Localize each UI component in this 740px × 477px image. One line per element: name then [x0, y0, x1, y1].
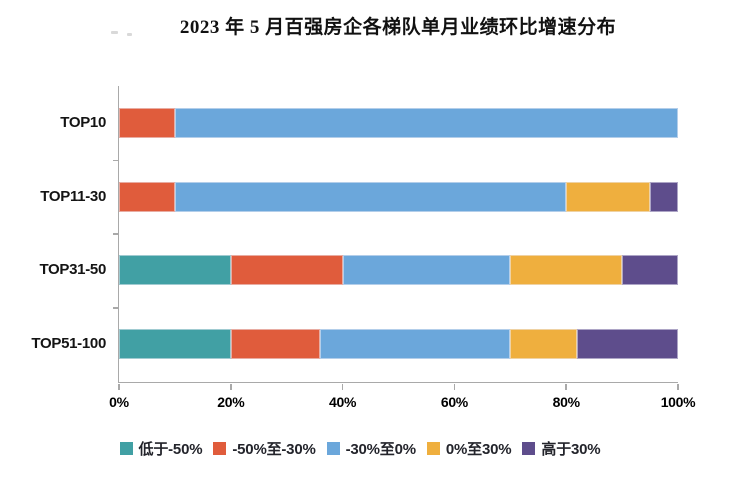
bar-segment: [230, 329, 321, 359]
bar-segment: [650, 181, 678, 212]
legend-swatch-icon: [119, 442, 133, 455]
x-axis-tick-label: 20%: [217, 394, 245, 410]
legend: 低于-50% -50%至-30% -30%至0% 0%至30% 高于30%: [0, 438, 720, 459]
legend-item: 0%至30%: [426, 438, 512, 459]
legend-label: 0%至30%: [445, 441, 512, 458]
x-axis-tick-label: 40%: [329, 394, 357, 410]
x-axis-tick-label: 80%: [552, 394, 580, 410]
x-axis-tick-label: 0%: [109, 394, 129, 410]
chart-title: 2023 年 5 月百强房企各梯队单月业绩环比增速分布: [179, 17, 617, 38]
x-axis-tick: [230, 383, 232, 390]
bar-segment: [230, 255, 343, 286]
bar-segment: [119, 329, 231, 359]
bar-segment: [119, 255, 231, 286]
bar-segment: [342, 255, 511, 286]
x-axis-tick-label: 60%: [440, 394, 468, 410]
bar-segment: [320, 329, 511, 359]
legend-item: -30%至0%: [326, 438, 417, 459]
legend-label: -30%至0%: [345, 441, 417, 458]
legend-item: 低于-50%: [119, 438, 203, 459]
bar-segment: [566, 181, 651, 212]
legend-swatch-icon: [213, 442, 227, 455]
y-axis-tick: [112, 307, 118, 309]
legend-label: 高于30%: [541, 441, 601, 458]
y-axis-label: TOP10: [60, 114, 106, 131]
x-axis-tick: [453, 383, 456, 390]
legend-swatch-icon: [426, 442, 440, 455]
x-axis-tick: [677, 383, 679, 390]
bar-segment: [119, 108, 175, 138]
legend-swatch-icon: [326, 442, 340, 455]
legend-label: 低于-50%: [138, 441, 203, 458]
legend-item: 高于30%: [522, 438, 601, 459]
legend-label: -50%至-30%: [232, 441, 316, 458]
bar-segment: [119, 181, 175, 212]
y-axis-tick: [112, 233, 118, 235]
x-axis-tick: [565, 383, 567, 390]
y-axis-label: TOP51-100: [31, 335, 106, 352]
x-axis-tick: [118, 383, 120, 390]
stacked-bar: [119, 181, 678, 212]
bar-segment: [622, 255, 678, 286]
bar-segment: [510, 329, 578, 359]
y-axis-tick: [112, 159, 118, 162]
stacked-bar: [119, 329, 678, 359]
legend-item: -50%至-30%: [213, 438, 316, 459]
legend-swatch-icon: [522, 442, 536, 455]
artifact-mark: [111, 31, 118, 34]
plot-area: 0% 20% 40% 60% 80% 100%: [109, 86, 696, 410]
bar-segment: [510, 255, 623, 286]
x-axis-tick: [341, 383, 344, 390]
artifact-mark: [127, 33, 132, 36]
x-axis-tick-label: 100%: [660, 394, 696, 410]
stacked-bar: [119, 108, 678, 138]
bar-segment: [174, 181, 567, 212]
stacked-bar: [119, 255, 678, 286]
bar-segment: [174, 108, 678, 138]
y-axis-label: TOP31-50: [39, 261, 106, 279]
y-axis-label: TOP11-30: [40, 187, 106, 205]
bar-segment: [577, 329, 678, 359]
